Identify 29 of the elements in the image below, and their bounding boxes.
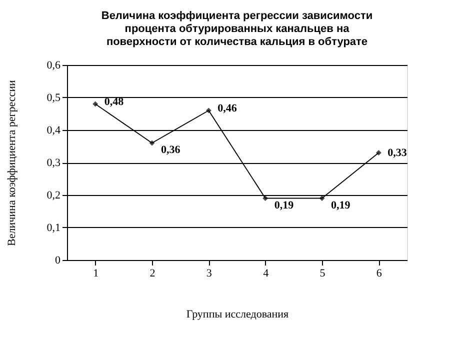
- data-label: 0,36: [161, 144, 181, 156]
- point: [376, 150, 382, 156]
- data-label: 0,48: [104, 96, 124, 108]
- text: процента обтурированных канальцев на: [124, 23, 350, 35]
- y-tick-label: 0,3: [46, 157, 61, 169]
- data-label: 0,33: [388, 146, 408, 159]
- x-tick-label: 4: [263, 268, 270, 280]
- x-tick-label: 5: [320, 268, 326, 280]
- point: [92, 101, 98, 107]
- y-tick-label: 0,5: [46, 92, 61, 104]
- y-tick-label: 0,2: [46, 190, 60, 202]
- y-tick-label: 0: [55, 254, 61, 266]
- point: [206, 108, 212, 114]
- y-axis-title: Величина коэффициента регрессии: [6, 80, 18, 246]
- data-label: 0,46: [218, 102, 238, 114]
- x-tick-label: 1: [93, 268, 99, 280]
- y-tick-label: 0,6: [46, 60, 61, 72]
- data-label: 0,19: [331, 199, 351, 212]
- y-tick-label: 0,4: [46, 124, 61, 136]
- point: [262, 196, 268, 201]
- x-tick-label: 3: [206, 268, 212, 280]
- text: Величина коэффициента регрессии зависимости: [101, 10, 373, 22]
- data-label: 0,19: [274, 199, 294, 212]
- point: [149, 140, 155, 146]
- text: поверхности от количества кальция в обтурате: [106, 36, 368, 48]
- x-axis-title: Группы исследования: [186, 308, 289, 320]
- y-tick-label: 0,1: [46, 222, 60, 234]
- x-tick-label: 2: [150, 268, 156, 280]
- x-tick-label: 6: [376, 268, 382, 280]
